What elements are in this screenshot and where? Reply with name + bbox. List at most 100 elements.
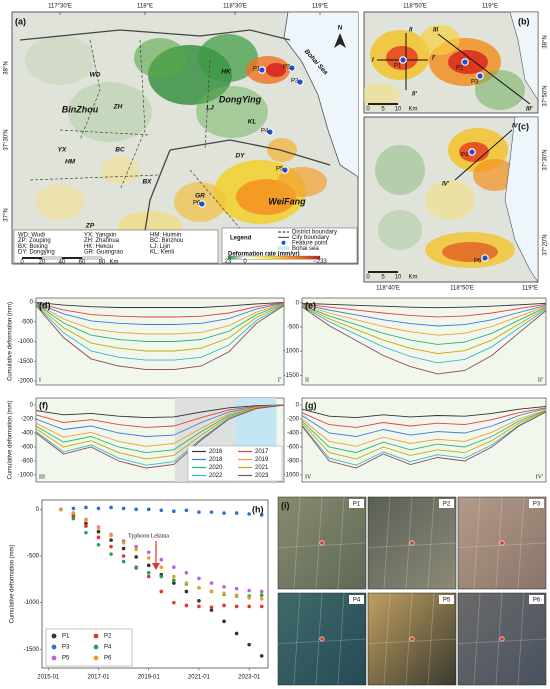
map-a <box>19 12 358 263</box>
data-point <box>109 538 113 542</box>
field-edge <box>495 592 503 686</box>
point-label: P4 <box>261 129 269 135</box>
tile-label-box <box>439 499 454 508</box>
legend-swatch <box>278 246 289 251</box>
tile-label: P1 <box>353 501 361 507</box>
deformation-area <box>475 70 525 110</box>
deformation-area <box>425 180 475 220</box>
data-point <box>109 544 113 549</box>
field-edge <box>405 496 413 590</box>
abbreviation: HK: Hekou <box>84 244 113 250</box>
latitude-label: 37°50'N <box>543 85 549 106</box>
data-point <box>134 566 138 570</box>
deformation-area <box>364 83 400 107</box>
profile-line <box>35 404 285 437</box>
field-edge <box>517 496 525 590</box>
x-tick-label: 2015-01 <box>37 675 60 681</box>
y-tick-label: -1500 <box>18 359 34 365</box>
profile-line <box>454 129 513 181</box>
data-point <box>259 593 264 597</box>
legend-item: Feature point <box>292 240 328 246</box>
data-point <box>247 642 251 647</box>
data-point <box>209 608 214 612</box>
data-point <box>247 512 251 516</box>
x-tick-label: 2023-01 <box>238 675 261 681</box>
y-tick-label: -200 <box>21 417 34 423</box>
profile-line <box>301 304 547 336</box>
scale-label: 10 <box>395 107 402 113</box>
y-tick-label: -500 <box>21 319 34 325</box>
y-tick-label: -1000 <box>18 339 34 345</box>
colorbar-label: −233 <box>313 259 327 265</box>
data-point <box>121 546 126 551</box>
data-point <box>146 550 151 555</box>
place-name: BinZhou <box>62 104 99 114</box>
panel-label: (d) <box>39 300 51 310</box>
feature-point <box>409 636 415 642</box>
data-point <box>146 563 151 568</box>
profile-line <box>301 410 547 460</box>
legend-label: 2023 <box>255 473 269 479</box>
profile-line <box>301 305 547 355</box>
tile-label-box <box>439 595 454 604</box>
point-label: P4 <box>461 153 469 159</box>
place-name: BX <box>142 179 152 186</box>
field-edge <box>337 592 345 686</box>
field-edge <box>427 496 435 590</box>
annotation: Typhoon Lekima <box>128 533 169 539</box>
data-point <box>259 513 264 517</box>
data-point <box>134 547 138 552</box>
abbreviation: HM: Huimin <box>150 233 181 239</box>
latitude-label: 38°N <box>543 35 549 48</box>
latitude-label: 37°30'N <box>4 129 10 150</box>
data-point <box>134 544 138 549</box>
legend-label: 2021 <box>255 465 269 471</box>
y-tick-label: 0 <box>30 403 34 409</box>
data-point <box>134 555 138 559</box>
x-tick-label: 2021-01 <box>188 675 211 681</box>
y-tick-label: -800 <box>287 459 300 465</box>
place-name: DY <box>235 153 245 160</box>
latitude-label: 37°N <box>4 208 10 221</box>
data-point <box>172 600 176 605</box>
panel-label: (b) <box>518 16 530 26</box>
profile-line <box>301 407 547 428</box>
field-edge <box>293 592 301 686</box>
data-point <box>109 533 113 538</box>
legend-item: District boundary <box>292 230 337 236</box>
data-point <box>247 604 251 609</box>
data-point <box>222 591 226 596</box>
data-point <box>259 654 264 658</box>
legend-label: 2017 <box>255 449 269 455</box>
data-point <box>172 509 176 513</box>
field-edge <box>405 592 413 686</box>
latitude-label: 37°20'N <box>543 234 549 255</box>
deformation-area <box>420 25 460 55</box>
legend-label: P3 <box>62 645 70 651</box>
scale-bar <box>368 271 398 273</box>
profile-line <box>35 305 285 371</box>
scale-bar-light <box>41 256 63 260</box>
place-name: HK <box>221 69 232 76</box>
data-point <box>121 541 126 545</box>
x-tick-label: 2019-01 <box>138 675 161 681</box>
scale-label: 10 <box>395 275 402 281</box>
panel-label: (i) <box>281 500 290 510</box>
y-axis-label: Cumulative deformation (mm) <box>8 400 14 479</box>
legend-label: 2022 <box>209 473 223 479</box>
feature-point <box>319 540 325 546</box>
tile-label-box <box>529 499 544 508</box>
data-point <box>71 506 76 511</box>
legend-label: P4 <box>104 645 112 651</box>
profile-end-label: IV' <box>536 474 543 480</box>
scale-label: 0 <box>366 275 370 281</box>
place-name: DongYing <box>219 94 262 104</box>
data-point <box>96 535 101 540</box>
profile-line <box>35 404 285 419</box>
field-edge <box>517 592 525 686</box>
feature-point <box>409 540 415 546</box>
field-edge <box>383 592 391 686</box>
scale-label: Km <box>409 275 418 281</box>
legend-swatch <box>93 633 99 639</box>
legend-swatch <box>93 655 99 661</box>
